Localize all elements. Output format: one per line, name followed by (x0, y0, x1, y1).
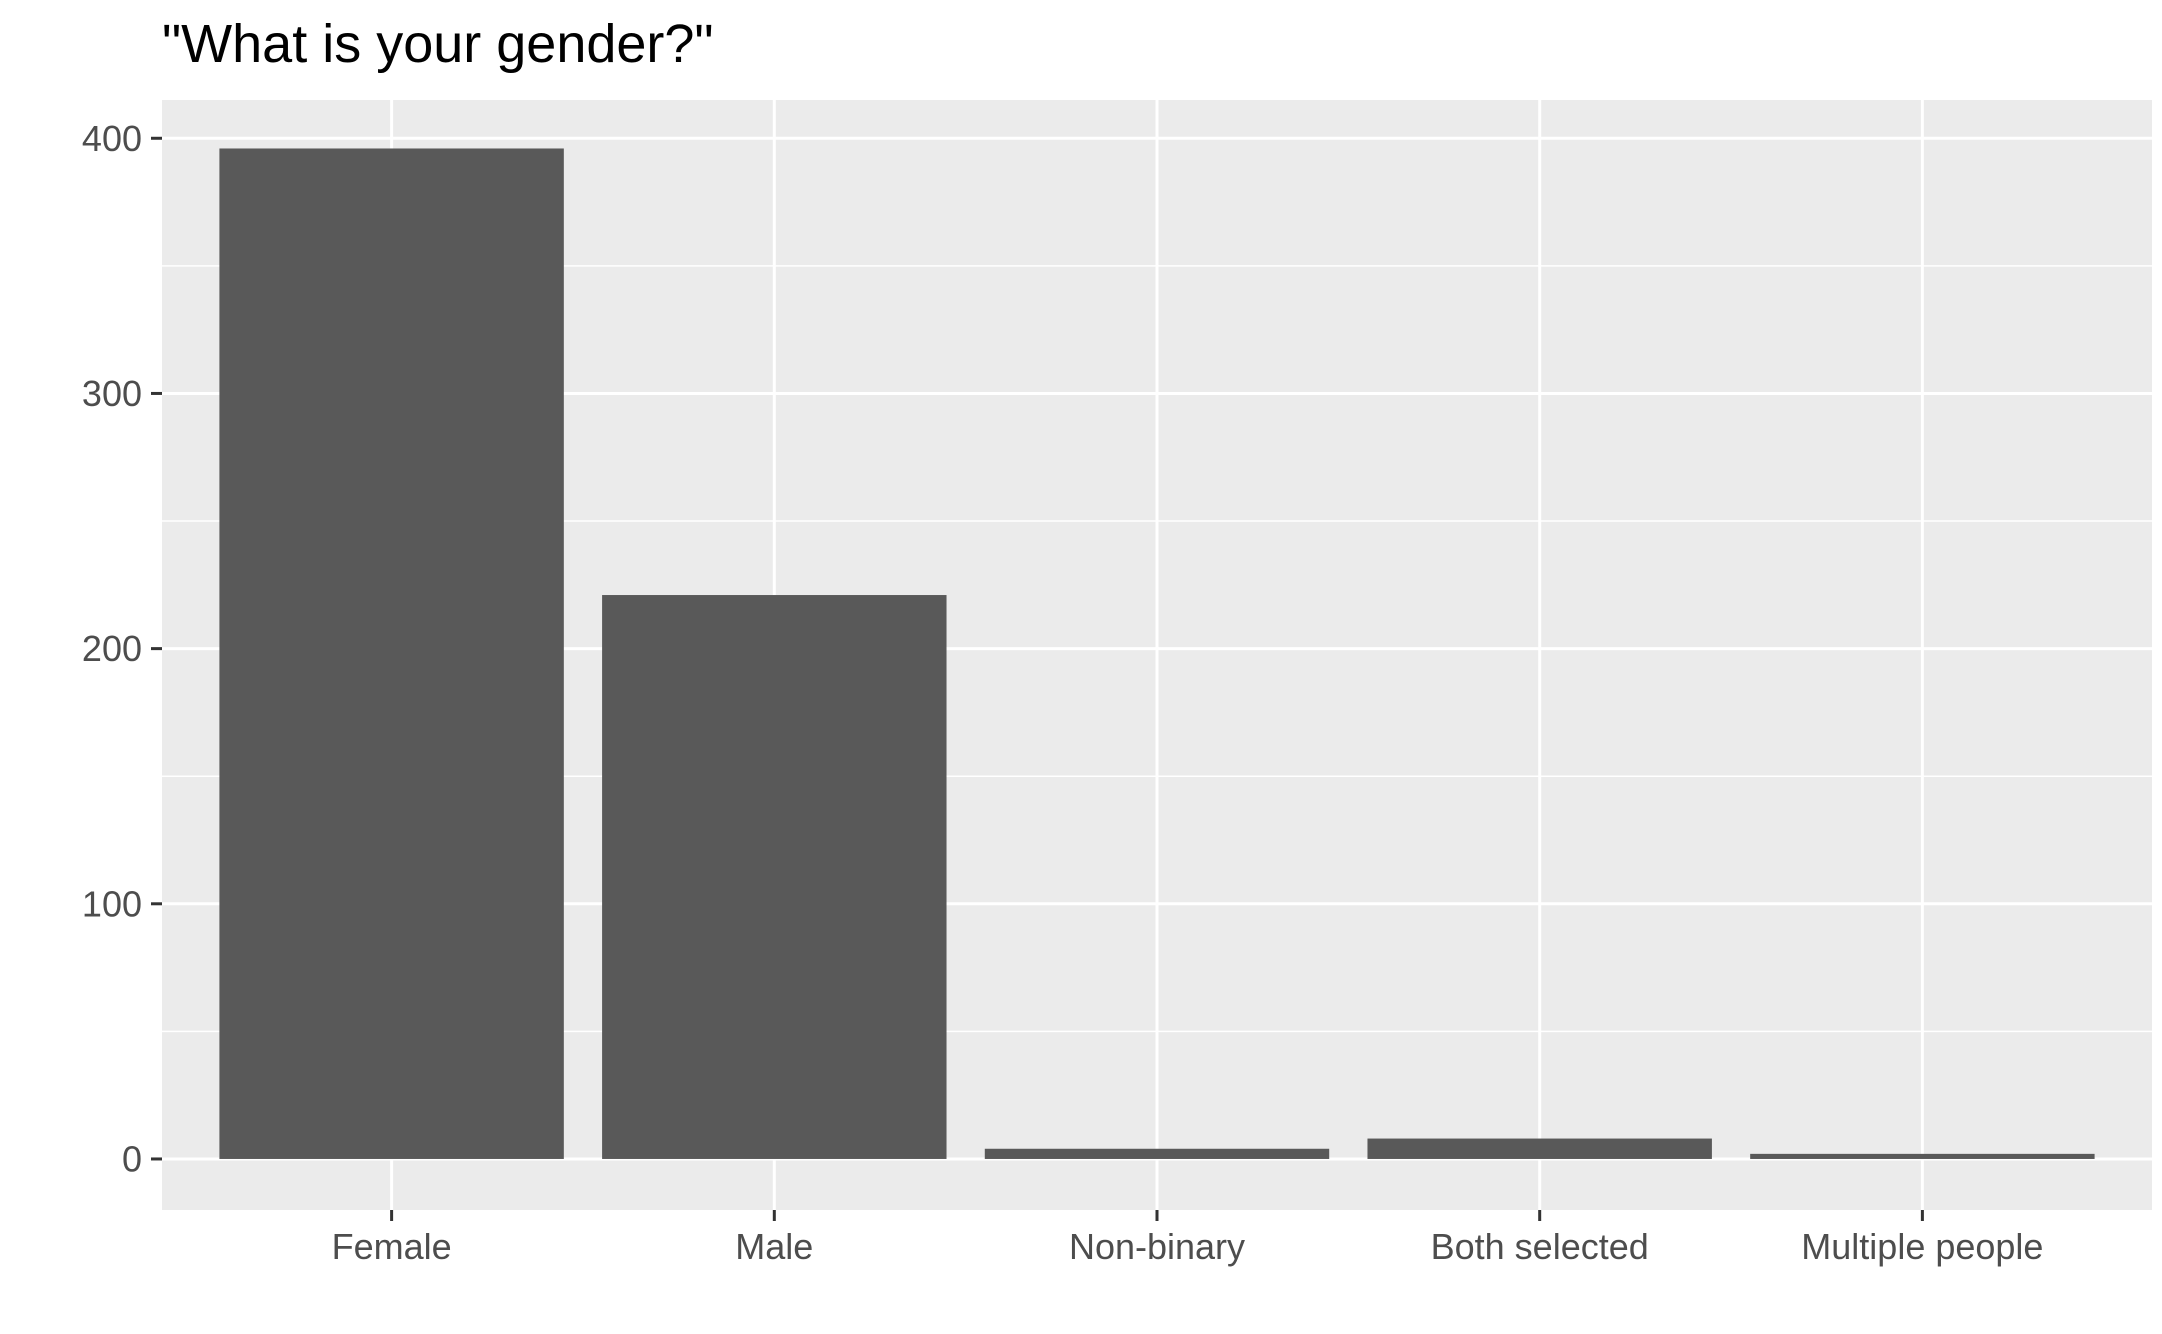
x-tick-label: Female (332, 1226, 452, 1267)
y-tick-label: 0 (122, 1138, 142, 1179)
x-tick-label: Non-binary (1069, 1226, 1245, 1267)
y-tick-label: 100 (82, 883, 142, 924)
bar (602, 595, 947, 1159)
y-tick-label: 400 (82, 118, 142, 159)
bars (219, 148, 2095, 1159)
bar (219, 148, 564, 1159)
y-tick-label: 200 (82, 628, 142, 669)
x-axis: Female Male Non-binary Both selected Multipl… (332, 1210, 2043, 1267)
x-tick-label: Male (735, 1226, 813, 1267)
x-tick-label: Multiple people (1801, 1226, 2043, 1267)
x-tick-label: Both selected (1431, 1226, 1649, 1267)
bar (984, 1148, 1330, 1159)
y-tick-label: 300 (82, 373, 142, 414)
bar (1750, 1153, 2095, 1159)
y-axis: 0 100 200 300 400 (82, 118, 162, 1179)
chart-title: "What is your gender?" (162, 14, 714, 74)
bar (1367, 1138, 1712, 1159)
